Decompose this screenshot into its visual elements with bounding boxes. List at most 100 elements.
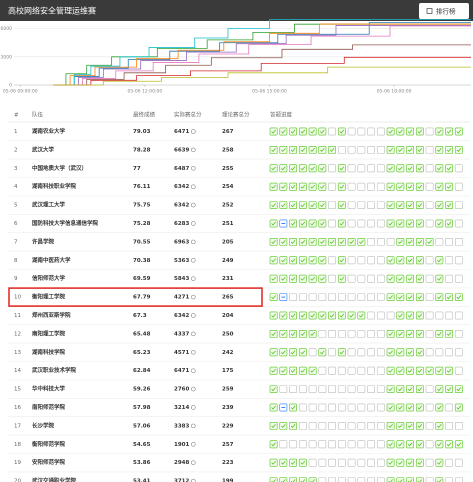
progress-box (269, 440, 278, 449)
info-icon (191, 368, 196, 373)
check (446, 368, 452, 373)
team: 衡阳师范学院 (32, 440, 66, 448)
final-score: 69.59 (133, 276, 151, 282)
check (388, 258, 393, 263)
check (329, 313, 335, 318)
score-chart: 0 3000 6000 05-06 09:00:00 05-06 12:00:00 05-… (1, 19, 471, 95)
score-line (53, 19, 471, 86)
check (437, 387, 442, 392)
column-header: 理论赛总分 (222, 111, 250, 119)
progress-box (337, 311, 346, 320)
progress-box (337, 458, 346, 467)
check (310, 258, 315, 263)
team: 湖南科技职业学院 (32, 182, 77, 190)
check (339, 276, 345, 281)
progress-box (289, 329, 297, 338)
progress-box (445, 366, 453, 375)
progress-box (406, 201, 414, 209)
progress-box (435, 458, 444, 467)
check (407, 148, 413, 153)
check (456, 129, 462, 134)
progress-box (328, 403, 336, 412)
check (281, 258, 286, 263)
check (271, 221, 276, 226)
progress-box (347, 164, 356, 173)
theory-score: 205 (222, 239, 234, 245)
y-tick-label: 3000 (1, 54, 13, 60)
check (300, 332, 306, 337)
team: 衡阳理工学院 (32, 293, 66, 301)
progress-box (269, 329, 278, 338)
check (271, 424, 276, 429)
team: 许昌学院 (32, 237, 55, 245)
check (281, 240, 286, 245)
progress-box (308, 329, 317, 338)
progress-box (415, 274, 424, 283)
check (271, 258, 276, 263)
progress-box (328, 458, 336, 467)
leaderboard-button[interactable] (419, 3, 469, 19)
theory-score: 255 (222, 166, 234, 172)
progress-box (269, 385, 278, 393)
progress-box (279, 440, 288, 449)
rank: 17 (14, 423, 21, 429)
check (300, 276, 306, 281)
progress-box (454, 201, 463, 209)
final-score: 65.23 (133, 350, 151, 356)
check (320, 184, 325, 189)
progress-box (435, 348, 444, 357)
progress-box (357, 421, 366, 430)
check (407, 460, 413, 465)
check (271, 276, 276, 281)
progress-box (367, 421, 375, 430)
progress-box (376, 348, 385, 357)
x-tick-label: 05-06 12:00:00 (128, 89, 163, 95)
check (281, 460, 286, 465)
progress-box (454, 146, 463, 154)
button-label[interactable]: 排行榜 (436, 7, 456, 16)
progress-box (367, 127, 375, 136)
progress-box (406, 329, 414, 338)
progress-box (367, 164, 375, 173)
check (300, 148, 306, 153)
check (281, 332, 286, 337)
check (456, 148, 462, 153)
progress-box (347, 329, 356, 338)
progress-box (415, 256, 424, 265)
progress-box (367, 440, 375, 449)
progress-box (318, 219, 327, 228)
check (290, 276, 296, 281)
progress-box (318, 127, 327, 136)
progress-box (357, 274, 366, 283)
progress-box (454, 238, 463, 246)
progress-box (269, 458, 278, 467)
progress-box (298, 385, 307, 393)
check (281, 166, 286, 171)
check (446, 332, 452, 337)
progress-box (445, 127, 453, 136)
x-tick-label: 05-06 18:00:00 (377, 89, 412, 95)
check (388, 276, 393, 281)
progress-box (298, 127, 307, 136)
progress-box (308, 201, 317, 209)
progress-box (347, 421, 356, 430)
check (456, 387, 462, 392)
final-score: 67.79 (133, 295, 151, 301)
progress-box (425, 182, 434, 191)
progress-box (347, 274, 356, 283)
progress-box (386, 440, 395, 449)
check (446, 387, 452, 392)
final-score: 65.48 (133, 331, 151, 337)
progress-box (367, 311, 375, 320)
progress-box (308, 238, 317, 246)
check (407, 184, 413, 189)
progress-box (454, 293, 463, 301)
check (339, 166, 345, 171)
progress-box (454, 403, 463, 412)
progress-box (386, 458, 395, 467)
progress-box (308, 274, 317, 283)
progress-box (269, 238, 278, 246)
info-icon (191, 166, 196, 171)
team: 南阳理工学院 (32, 329, 66, 337)
info-icon (191, 442, 196, 447)
